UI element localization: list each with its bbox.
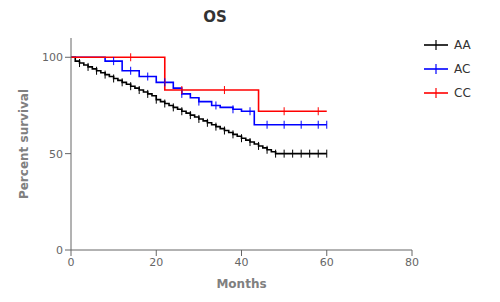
svg-text:Percent survival: Percent survival: [17, 89, 31, 199]
svg-text:0: 0: [56, 244, 63, 257]
svg-text:50: 50: [49, 148, 63, 161]
svg-text:Months: Months: [216, 277, 266, 291]
svg-text:20: 20: [149, 256, 163, 269]
svg-text:40: 40: [235, 256, 249, 269]
svg-text:100: 100: [42, 51, 63, 64]
svg-text:80: 80: [405, 256, 419, 269]
html-text:AC: AC: [454, 62, 471, 76]
svg-text:60: 60: [320, 256, 334, 269]
svg-text:0: 0: [68, 256, 75, 269]
html-text:OS: OS: [203, 8, 227, 26]
html-text:AA: AA: [454, 38, 471, 52]
html-text:CC: CC: [454, 86, 471, 100]
